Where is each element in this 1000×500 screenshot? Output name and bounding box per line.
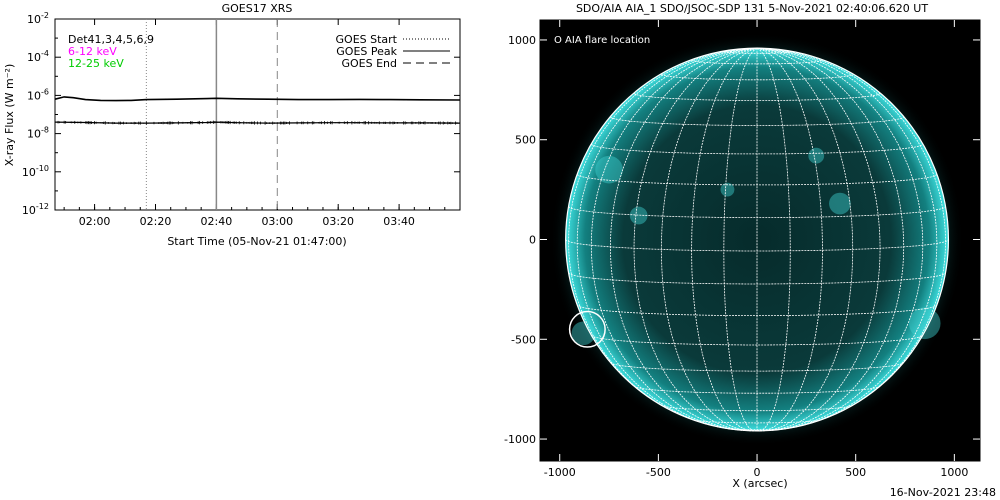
- latitude-line: [590, 334, 924, 346]
- goes-x-tick-label: 03:20: [322, 215, 354, 228]
- aia-panel-title: SDO/AIA AIA_1 SDO/JSOC-SDP 131 5-Nov-202…: [576, 2, 928, 15]
- flare-circle: [568, 310, 606, 348]
- longitude-line: [756, 48, 946, 431]
- aia-x-tick-label: -1000: [544, 466, 576, 479]
- aia-y-tick-label: 0: [529, 234, 536, 247]
- aia-y-tick-label: -1000: [504, 433, 536, 446]
- longitude-line: [723, 48, 758, 432]
- goes-series-line-0: [54, 96, 461, 102]
- aia-x-axis: -1000 -500 0 500 1000: [544, 20, 968, 479]
- legend-item-12-25-kev: 12-25 keV: [68, 57, 124, 70]
- longitude-line: [756, 48, 823, 432]
- goes-y-axis-label: X-ray Flux (W m⁻²): [3, 64, 16, 166]
- goes-y-tick-label: 10-6: [27, 87, 49, 102]
- goes-y-tick-label: 10-12: [22, 202, 49, 217]
- goes-x-axis-label: Start Time (05-Nov-21 01:47:00): [167, 235, 346, 248]
- aia-image-frame: [539, 19, 981, 462]
- longitude-line: [660, 48, 758, 432]
- active-region: [595, 155, 623, 184]
- aia-panel: SDO/AIA AIA_1 SDO/JSOC-SDP 131 5-Nov-202…: [504, 2, 981, 490]
- legend-item-goes-start: GOES Start: [336, 33, 398, 46]
- longitude-line: [756, 48, 854, 432]
- longitude-line: [756, 48, 905, 432]
- latitude-line: [633, 385, 881, 394]
- longitude-line: [590, 48, 758, 432]
- aia-y-tick-label: 500: [515, 134, 536, 147]
- goes-chart: GOES17 XRS 10-2 10-4 10-6 10-8 10-10 10-12 02…: [3, 2, 461, 248]
- longitude-line: [609, 48, 758, 432]
- goes-y-tick-label: 10-10: [22, 164, 49, 179]
- generation-timestamp: 16-Nov-2021 23:48: [890, 486, 996, 499]
- goes-y-axis: 10-2 10-4 10-6 10-8 10-10 10-12: [22, 11, 460, 217]
- goes-series: [54, 96, 461, 125]
- goes-x-axis: 02:00 02:20 02:40 03:00 03:20 03:40: [63, 19, 446, 228]
- goes-chart-title: GOES17 XRS: [222, 2, 293, 15]
- longitude-line: [576, 48, 758, 431]
- legend-item-6-12-kev: 6-12 keV: [68, 45, 117, 58]
- active-region: [720, 182, 735, 197]
- aia-y-axis: -1000 -500 0 500 1000: [504, 34, 980, 446]
- legend-item-det: Det41,3,4,5,6,9: [68, 33, 154, 46]
- longitude-line: [691, 48, 758, 432]
- legend-item-goes-peak: GOES Peak: [336, 45, 397, 58]
- active-region: [571, 321, 596, 346]
- sun-disk-body: [565, 48, 949, 431]
- legend-item-goes-end: GOES End: [341, 57, 397, 70]
- goes-x-tick-label: 02:00: [79, 215, 111, 228]
- longitude-line: [633, 48, 758, 432]
- active-region: [808, 147, 825, 164]
- aia-y-tick-label: 1000: [508, 34, 536, 47]
- goes-event-lines: [145, 19, 278, 210]
- goes-x-tick-label: 02:20: [140, 215, 172, 228]
- goes-y-tick-label: 10-2: [27, 11, 49, 26]
- longitude-line: [756, 48, 924, 432]
- aia-x-axis-label: X (arcsec): [732, 477, 787, 490]
- active-region: [629, 206, 648, 225]
- longitude-line: [756, 48, 791, 432]
- longitude-line: [756, 48, 938, 431]
- goes-x-tick-label: 02:40: [201, 215, 233, 228]
- goes-legend-left: Det41,3,4,5,6,9 6-12 keV 12-25 keV: [68, 33, 154, 70]
- heliographic-grid: [565, 47, 950, 432]
- goes-legend-right: GOES Start GOES Peak GOES End: [336, 33, 450, 70]
- goes-y-tick-label: 10-4: [27, 49, 49, 64]
- active-region: [829, 192, 851, 215]
- aia-x-tick-label: -500: [646, 466, 671, 479]
- aia-x-tick-label: 500: [845, 466, 866, 479]
- goes-y-tick-label: 10-8: [27, 126, 49, 141]
- aia-y-tick-label: -500: [511, 333, 536, 346]
- goes-x-tick-label: 03:00: [261, 215, 293, 228]
- aia-legend-flare: O AIA flare location: [554, 35, 650, 46]
- goes-x-tick-label: 03:40: [383, 215, 415, 228]
- longitude-line: [756, 48, 881, 432]
- aia-x-tick-label: 1000: [940, 466, 968, 479]
- aia-x-tick-label: 0: [754, 466, 761, 479]
- flare-location-marker: [568, 310, 606, 348]
